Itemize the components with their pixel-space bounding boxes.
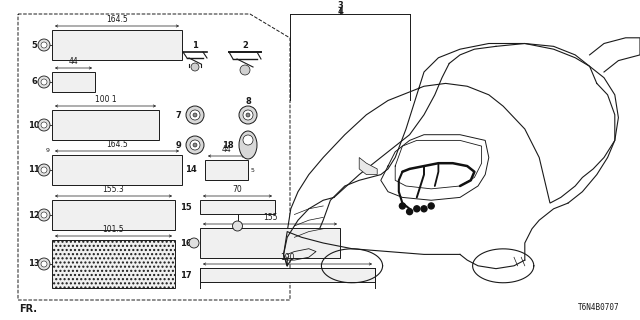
Circle shape (41, 42, 47, 48)
Bar (52, 72, 95, 92)
Text: 100 1: 100 1 (95, 95, 116, 104)
Text: 13: 13 (28, 260, 40, 268)
Text: 3: 3 (337, 1, 343, 10)
Text: 70: 70 (232, 185, 243, 194)
Circle shape (193, 143, 197, 147)
Bar (52, 30, 182, 60)
Text: 155: 155 (263, 213, 277, 222)
Circle shape (41, 261, 47, 267)
Text: 5: 5 (31, 41, 37, 50)
Circle shape (232, 221, 243, 231)
Text: 11: 11 (28, 165, 40, 174)
Text: 4: 4 (337, 6, 343, 15)
Bar (52, 200, 175, 230)
Text: 6: 6 (31, 77, 37, 86)
Circle shape (41, 167, 47, 173)
Circle shape (399, 203, 405, 209)
Circle shape (428, 203, 434, 209)
Bar (52, 155, 182, 185)
Text: 155.3: 155.3 (102, 185, 124, 194)
Circle shape (38, 164, 50, 176)
Text: 12: 12 (28, 211, 40, 220)
Text: 16: 16 (180, 238, 192, 247)
Text: 44: 44 (68, 57, 78, 66)
Circle shape (240, 65, 250, 75)
Circle shape (38, 209, 50, 221)
Circle shape (189, 238, 199, 248)
Ellipse shape (239, 131, 257, 159)
Bar (200, 200, 275, 214)
Circle shape (406, 209, 413, 215)
Text: 164.5: 164.5 (106, 15, 128, 24)
Circle shape (421, 206, 427, 212)
Circle shape (414, 206, 420, 212)
Text: 9: 9 (46, 148, 50, 154)
Bar (52, 240, 175, 288)
Text: T6N4B0707: T6N4B0707 (579, 303, 620, 312)
Text: 14: 14 (185, 165, 197, 174)
Text: 17: 17 (180, 270, 192, 279)
Circle shape (246, 113, 250, 117)
Text: 164.5: 164.5 (106, 140, 128, 149)
Circle shape (190, 140, 200, 150)
Circle shape (38, 39, 50, 51)
Circle shape (41, 122, 47, 128)
Circle shape (243, 110, 253, 120)
Text: 5: 5 (251, 167, 255, 172)
Text: 9: 9 (175, 140, 181, 149)
Circle shape (41, 212, 47, 218)
Text: 44: 44 (221, 145, 232, 154)
Text: 190: 190 (280, 253, 295, 262)
Text: 2: 2 (242, 41, 248, 50)
Text: 18: 18 (222, 140, 234, 149)
Circle shape (41, 79, 47, 85)
Circle shape (38, 258, 50, 270)
Circle shape (38, 76, 50, 88)
Text: 101.5: 101.5 (102, 225, 124, 234)
Circle shape (243, 135, 253, 145)
Text: FR.: FR. (19, 304, 37, 314)
Text: 10: 10 (28, 121, 40, 130)
Bar (52, 240, 175, 288)
Bar (200, 268, 375, 282)
Polygon shape (359, 157, 377, 175)
Circle shape (186, 106, 204, 124)
Bar (52, 110, 159, 140)
Circle shape (239, 106, 257, 124)
Circle shape (38, 119, 50, 131)
Circle shape (186, 136, 204, 154)
Polygon shape (287, 44, 618, 266)
Text: 8: 8 (245, 97, 251, 106)
Circle shape (191, 63, 199, 71)
Circle shape (190, 110, 200, 120)
Bar (205, 160, 248, 180)
Text: 7: 7 (175, 110, 181, 119)
Text: 15: 15 (180, 203, 192, 212)
Circle shape (193, 113, 197, 117)
Bar (200, 228, 340, 258)
Text: 1: 1 (192, 41, 198, 50)
